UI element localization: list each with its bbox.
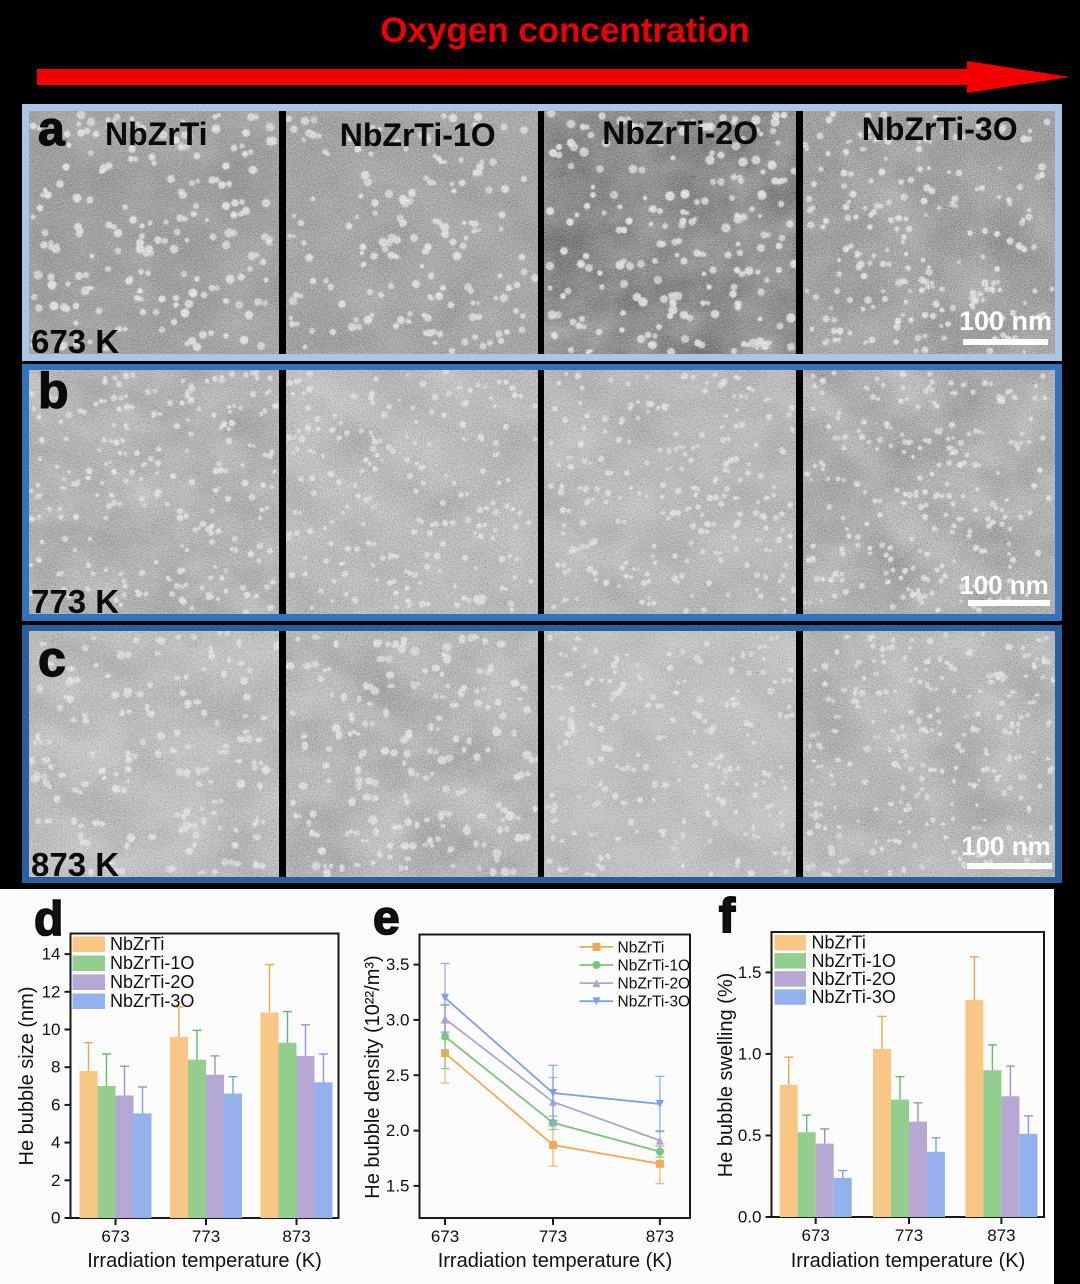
svg-text:2: 2 xyxy=(51,1171,60,1190)
svg-text:10: 10 xyxy=(42,1020,61,1039)
svg-text:673: 673 xyxy=(431,1227,459,1246)
svg-text:f: f xyxy=(719,890,736,943)
svg-text:673: 673 xyxy=(101,1227,129,1246)
svg-text:673: 673 xyxy=(802,1226,830,1245)
svg-text:NbZrTi: NbZrTi xyxy=(110,934,164,954)
svg-text:873: 873 xyxy=(646,1227,674,1246)
svg-text:NbZrTi-2O: NbZrTi-2O xyxy=(618,976,691,993)
svg-text:4: 4 xyxy=(51,1133,60,1152)
svg-text:e: e xyxy=(373,892,400,945)
svg-text:NbZrTi-1O: NbZrTi-1O xyxy=(618,958,691,975)
svg-text:NbZrTi: NbZrTi xyxy=(618,939,665,956)
svg-text:1.0: 1.0 xyxy=(738,1044,762,1063)
svg-text:NbZrTi-3O: NbZrTi-3O xyxy=(110,991,194,1011)
svg-text:NbZrTi-1O: NbZrTi-1O xyxy=(812,951,896,971)
svg-text:Irradiation temperature (K): Irradiation temperature (K) xyxy=(87,1250,322,1272)
svg-text:0: 0 xyxy=(51,1209,60,1228)
svg-text:14: 14 xyxy=(42,945,61,964)
svg-text:873: 873 xyxy=(282,1227,310,1246)
svg-text:NbZrTi-2O: NbZrTi-2O xyxy=(812,969,896,989)
svg-text:12: 12 xyxy=(42,982,61,1001)
svg-text:8: 8 xyxy=(51,1058,60,1077)
svg-text:He bubble density (10²²/m³): He bubble density (10²²/m³) xyxy=(362,955,384,1198)
svg-text:873: 873 xyxy=(987,1226,1015,1245)
svg-text:0.0: 0.0 xyxy=(738,1208,762,1227)
svg-text:He bubble swelling (%): He bubble swelling (%) xyxy=(715,973,737,1178)
svg-text:6: 6 xyxy=(51,1095,60,1114)
svg-text:NbZrTi: NbZrTi xyxy=(812,933,866,953)
svg-text:Irradiation temperature (K): Irradiation temperature (K) xyxy=(791,1250,1026,1272)
svg-text:773: 773 xyxy=(192,1227,220,1246)
svg-text:1.5: 1.5 xyxy=(738,963,762,982)
svg-text:Irradiation temperature (K): Irradiation temperature (K) xyxy=(438,1250,673,1272)
svg-text:NbZrTi-2O: NbZrTi-2O xyxy=(110,972,194,992)
svg-text:NbZrTi-3O: NbZrTi-3O xyxy=(812,987,896,1007)
svg-text:3.5: 3.5 xyxy=(386,955,410,974)
svg-text:NbZrTi-1O: NbZrTi-1O xyxy=(110,953,194,973)
svg-text:2.0: 2.0 xyxy=(386,1121,410,1140)
svg-text:2.5: 2.5 xyxy=(386,1066,410,1085)
svg-text:773: 773 xyxy=(895,1226,923,1245)
svg-text:NbZrTi-3O: NbZrTi-3O xyxy=(618,994,691,1011)
svg-text:1.5: 1.5 xyxy=(386,1176,410,1195)
svg-text:d: d xyxy=(34,893,63,946)
svg-text:0.5: 0.5 xyxy=(738,1126,762,1145)
svg-text:He bubble size (nm): He bubble size (nm) xyxy=(16,987,38,1166)
svg-text:3.0: 3.0 xyxy=(386,1010,410,1029)
svg-text:773: 773 xyxy=(539,1227,567,1246)
